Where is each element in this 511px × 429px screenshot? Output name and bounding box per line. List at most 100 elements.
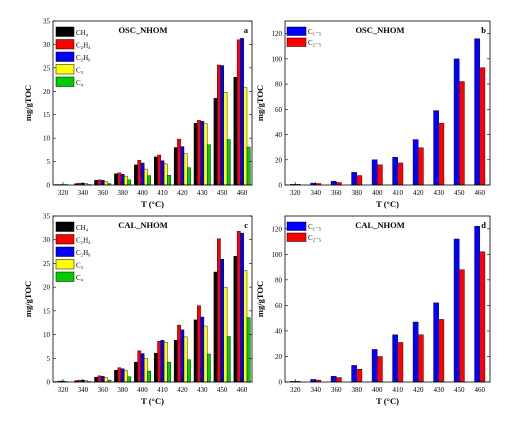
bar-d-s0-380 (351, 365, 357, 383)
bar-d-s1-410 (397, 342, 404, 383)
x-tick-label: 430 (197, 386, 208, 394)
panel-letter: d (481, 220, 486, 230)
x-tick-label: 380 (117, 189, 128, 197)
plot-frame (52, 215, 253, 383)
bar-a-s3-410 (163, 163, 168, 186)
bar-c-s3-360 (104, 377, 108, 383)
legend-swatch-1 (286, 37, 307, 47)
plot-frame (52, 20, 253, 186)
y-tick-label: 80 (275, 276, 283, 284)
bar-c-s2-420 (180, 329, 185, 383)
bar-a-s0-460 (233, 77, 238, 186)
bar-b-s1-410 (397, 162, 404, 186)
bar-b-s1-430 (438, 122, 445, 186)
x-tick-label: 320 (290, 189, 301, 197)
bar-c-s0-430 (193, 319, 198, 383)
x-tick-label: 410 (157, 189, 168, 197)
bar-c-s2-460 (240, 232, 244, 383)
chart-title: OSC_NHOM (118, 25, 167, 35)
bar-d-s1-420 (418, 334, 424, 383)
bar-c-s4-380 (127, 376, 132, 383)
y-tick-label: 30 (43, 236, 51, 244)
bar-b-s0-380 (351, 172, 357, 186)
bar-d-s0-450 (453, 238, 460, 383)
bar-a-s2-400 (140, 162, 145, 186)
bar-a-s1-460 (236, 39, 241, 186)
legend-label-4: C₄ (76, 79, 84, 87)
y-axis-label: mg/gTOC (23, 85, 33, 121)
legend-swatch-4 (55, 271, 75, 282)
x-tick-label: 360 (98, 189, 109, 197)
bar-a-s1-400 (137, 159, 142, 186)
bar-c-s1-380 (117, 367, 122, 383)
y-tick-label: 120 (272, 30, 283, 38)
legend-swatch-3 (55, 64, 75, 75)
y-axis-label: mg/gTOC (23, 281, 33, 317)
bar-c-s1-400 (137, 350, 142, 383)
bar-a-s4-460 (246, 146, 251, 186)
chart-title: CAL_NHOM (355, 220, 405, 230)
legend-label-3: C₃ (76, 67, 84, 75)
y-tick-label: 40 (275, 131, 283, 139)
bar-a-s0-360 (94, 180, 98, 186)
legend-label-0: C₁₋₅ (308, 223, 322, 231)
bar-a-s2-450 (220, 65, 224, 186)
bar-a-s0-380 (114, 173, 118, 186)
x-tick-label: 460 (237, 386, 248, 394)
bar-a-s3-420 (183, 153, 188, 186)
bar-c-s3-430 (203, 325, 208, 383)
bar-d-s0-360 (330, 376, 337, 383)
bar-a-s0-430 (193, 122, 198, 186)
x-tick-label: 450 (454, 386, 465, 394)
x-tick-label: 340 (78, 386, 89, 394)
bar-c-s3-460 (243, 270, 248, 383)
chart-panel-c: 0 5 10 15 20 25 30 35 320 340 360 380 400 410 420 430 45… (23, 213, 253, 406)
y-tick-label: 20 (275, 353, 283, 361)
bar-b-s1-460 (479, 67, 486, 186)
x-tick-label: 420 (413, 189, 424, 197)
x-axis-label: T (°C) (141, 199, 164, 209)
y-tick-label: 0 (279, 379, 283, 387)
x-tick-label: 340 (78, 189, 89, 197)
bar-d-s1-460 (479, 251, 486, 383)
bar-c-s0-380 (114, 369, 118, 383)
bar-c-s2-410 (160, 340, 165, 383)
chart-panel-b: 0 20 40 60 80 100 120 320 340 360 380 400 410 420 430 4… (255, 20, 491, 209)
legend-swatch-0 (55, 221, 75, 232)
bar-d-s1-400 (377, 356, 383, 383)
x-tick-label: 360 (331, 386, 342, 394)
bar-d-s1-380 (356, 369, 363, 383)
bar-d-s1-430 (438, 319, 445, 383)
bar-d-s0-400 (371, 349, 378, 383)
plot-frame (284, 215, 491, 383)
bar-b-s0-420 (412, 139, 419, 186)
bar-c-s0-360 (94, 377, 98, 383)
y-tick-label: 20 (275, 156, 283, 164)
x-tick-label: 450 (217, 189, 228, 197)
bar-c-s4-460 (246, 317, 251, 383)
x-tick-label: 400 (372, 386, 383, 394)
bar-b-s0-460 (474, 38, 480, 186)
bar-c-s4-420 (187, 359, 191, 383)
x-tick-label: 460 (475, 386, 486, 394)
legend-swatch-2 (55, 51, 75, 62)
x-axis-label: T (°C) (376, 199, 399, 209)
x-tick-label: 420 (413, 386, 424, 394)
bar-a-s0-410 (153, 156, 158, 186)
y-tick-label: 25 (43, 64, 51, 72)
bar-b-s0-360 (330, 181, 337, 186)
y-tick-label: 15 (43, 111, 51, 119)
bar-a-s4-400 (147, 175, 151, 186)
y-tick-label: 20 (43, 284, 51, 292)
bar-a-s4-420 (187, 167, 191, 186)
bar-b-s1-380 (356, 175, 363, 186)
x-tick-label: 430 (434, 189, 445, 197)
panel-letter: c (244, 220, 248, 230)
bar-c-s0-460 (233, 256, 238, 383)
bar-c-s0-450 (213, 271, 218, 383)
bar-b-s0-400 (371, 159, 378, 186)
x-tick-label: 410 (393, 386, 404, 394)
bar-c-s1-460 (236, 230, 241, 383)
bar-c-s2-430 (200, 316, 205, 383)
x-tick-label: 420 (177, 386, 188, 394)
